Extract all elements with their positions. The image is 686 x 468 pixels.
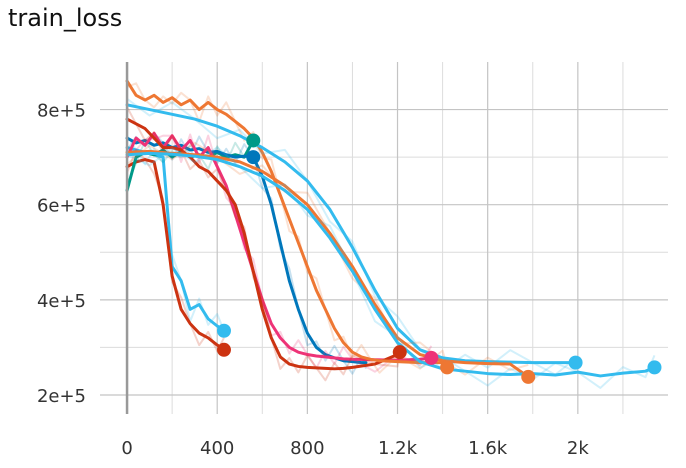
x-tick-label: 2k bbox=[567, 438, 589, 459]
series-raw-line bbox=[126, 132, 367, 375]
series-raw-line bbox=[126, 139, 254, 185]
y-tick-label: 6e+5 bbox=[37, 196, 86, 217]
series-end-marker bbox=[246, 150, 261, 165]
x-tick-label: 0 bbox=[121, 438, 132, 459]
y-tick-label: 8e+5 bbox=[37, 101, 86, 122]
axis-layer: 0 400 800 1.2k 1.6k 2k 2e+5 4e+5 6e+5 8e+5 bbox=[37, 62, 589, 459]
chart-title: train_loss bbox=[8, 4, 123, 32]
series-line bbox=[125, 151, 656, 378]
y-tick-label: 4e+5 bbox=[37, 291, 86, 312]
series-line bbox=[125, 117, 402, 371]
series-end-marker bbox=[216, 342, 231, 357]
series-line bbox=[125, 103, 580, 365]
series-line bbox=[125, 158, 226, 352]
series-end-marker bbox=[246, 133, 261, 148]
series-end-marker bbox=[392, 345, 407, 360]
series-end-marker bbox=[216, 323, 231, 338]
series-end-marker bbox=[440, 360, 455, 375]
x-tick-label: 400 bbox=[200, 438, 234, 459]
series-end-marker bbox=[521, 369, 536, 384]
series-raw-line bbox=[126, 141, 529, 376]
series-end-marker bbox=[568, 355, 583, 370]
series-line bbox=[125, 79, 449, 369]
series-raw-line bbox=[126, 98, 579, 376]
series-end-marker bbox=[647, 360, 662, 375]
x-tick-label: 1.2k bbox=[378, 438, 418, 459]
series-layer bbox=[125, 79, 662, 389]
series-raw-line bbox=[126, 146, 656, 389]
x-tick-label: 1.6k bbox=[468, 438, 508, 459]
series-end-marker bbox=[424, 350, 439, 365]
series-line bbox=[125, 149, 530, 379]
series-raw-line bbox=[126, 135, 225, 332]
y-tick-label: 2e+5 bbox=[37, 386, 86, 407]
x-tick-label: 800 bbox=[290, 438, 324, 459]
